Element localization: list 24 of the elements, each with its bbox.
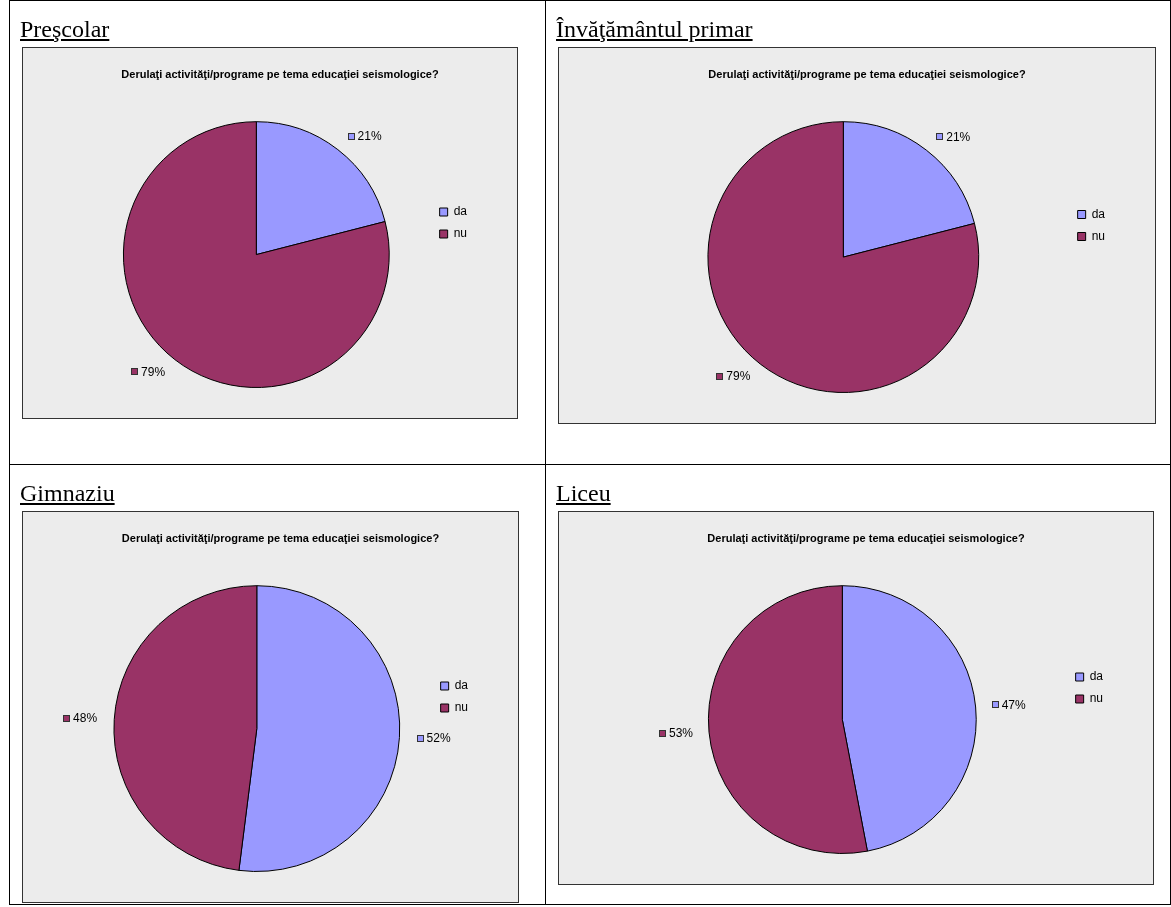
legend-label: da bbox=[1089, 669, 1104, 684]
legend-label: nu bbox=[454, 700, 469, 715]
data-label: 52% bbox=[426, 730, 451, 745]
chart-title: Preşcolar bbox=[20, 15, 111, 43]
data-label: 21% bbox=[946, 129, 971, 144]
legend-label: da bbox=[454, 678, 469, 693]
data-label: 79% bbox=[726, 369, 751, 384]
chart-subtitle: Derulaţi activităţi/programe pe tema educaţiei seismologice? bbox=[707, 531, 1025, 544]
chart-subtitle: Derulaţi activităţi/programe pe tema educaţiei seismologice? bbox=[121, 531, 440, 544]
data-label: 21% bbox=[357, 129, 382, 144]
legend-label: nu bbox=[1091, 228, 1106, 243]
data-label: 79% bbox=[141, 364, 166, 379]
legend-label: nu bbox=[453, 226, 468, 241]
data-label: 53% bbox=[669, 726, 694, 741]
chart-title: Liceu bbox=[556, 479, 612, 507]
legend-label: da bbox=[453, 204, 468, 219]
chart-subtitle: Derulaţi activităţi/programe pe tema educaţiei seismologice? bbox=[708, 67, 1026, 80]
chart-title: Învăţământul primar bbox=[556, 15, 754, 43]
legend-label: nu bbox=[1089, 691, 1104, 706]
chart-title: Gimnaziu bbox=[20, 479, 116, 507]
chart-subtitle: Derulaţi activităţi/programe pe tema educaţiei seismologice? bbox=[121, 67, 439, 80]
data-label: 48% bbox=[73, 710, 98, 725]
legend-label: da bbox=[1091, 206, 1106, 221]
data-label: 47% bbox=[1001, 697, 1026, 712]
